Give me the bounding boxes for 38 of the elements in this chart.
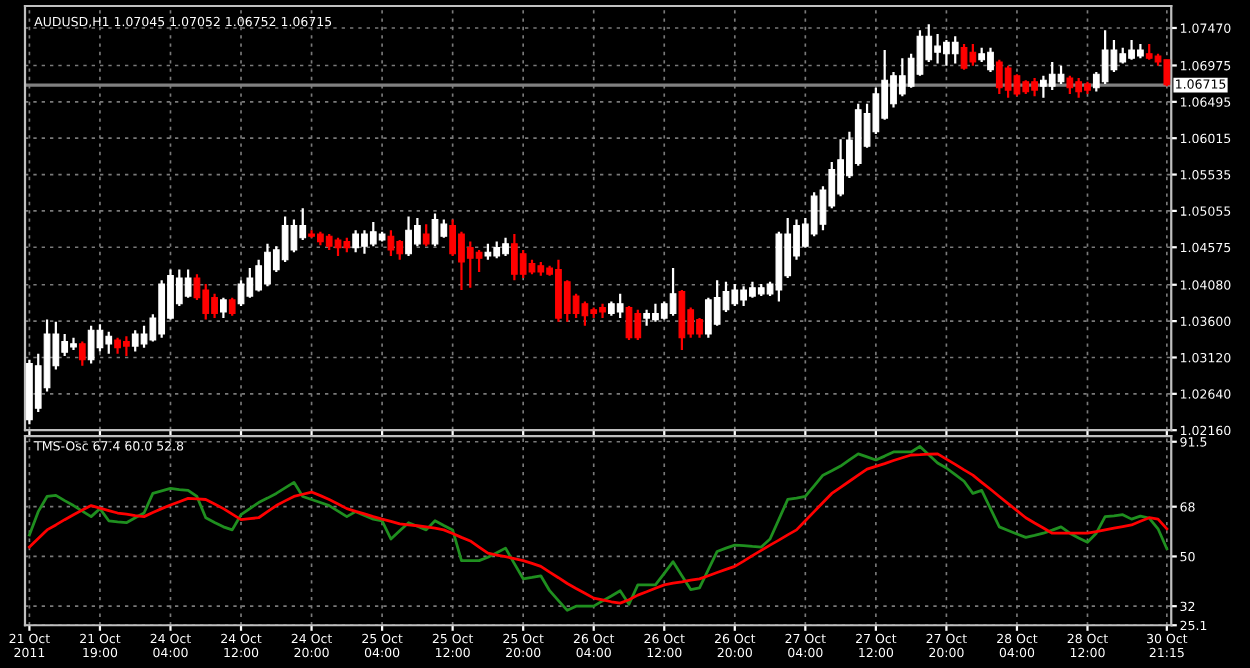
candlestick [440, 218, 448, 239]
candlestick [290, 218, 298, 254]
candlestick [1004, 64, 1012, 99]
candlestick [422, 223, 430, 248]
candlestick [969, 42, 977, 67]
candlestick [669, 266, 677, 317]
candlestick [96, 323, 104, 353]
candlestick [1163, 58, 1171, 88]
candlestick [1057, 64, 1065, 86]
candlestick [140, 324, 148, 349]
candlestick [413, 216, 421, 248]
candlestick [713, 279, 721, 327]
candlestick [678, 288, 686, 352]
candlestick [634, 308, 642, 342]
candlestick [246, 266, 254, 299]
candlestick [1066, 74, 1074, 95]
candlestick [731, 282, 739, 308]
candlestick [87, 324, 95, 365]
candlestick [616, 292, 624, 320]
candlestick [334, 236, 342, 258]
candlestick [431, 212, 439, 248]
candlestick [220, 296, 227, 320]
candlestick [281, 215, 289, 264]
candlestick [1013, 73, 1021, 98]
candlestick [519, 248, 527, 280]
candlestick [475, 248, 483, 273]
candlestick [951, 35, 959, 65]
candlestick [960, 42, 968, 71]
candlestick [1101, 29, 1109, 86]
candlestick [387, 229, 395, 258]
candlestick [237, 279, 245, 308]
candlestick [581, 300, 589, 327]
candlestick [228, 296, 236, 317]
candlestick [184, 268, 192, 299]
candlestick [78, 340, 86, 367]
candlestick [1110, 38, 1118, 74]
candlestick [449, 218, 457, 258]
candlestick [352, 229, 360, 254]
